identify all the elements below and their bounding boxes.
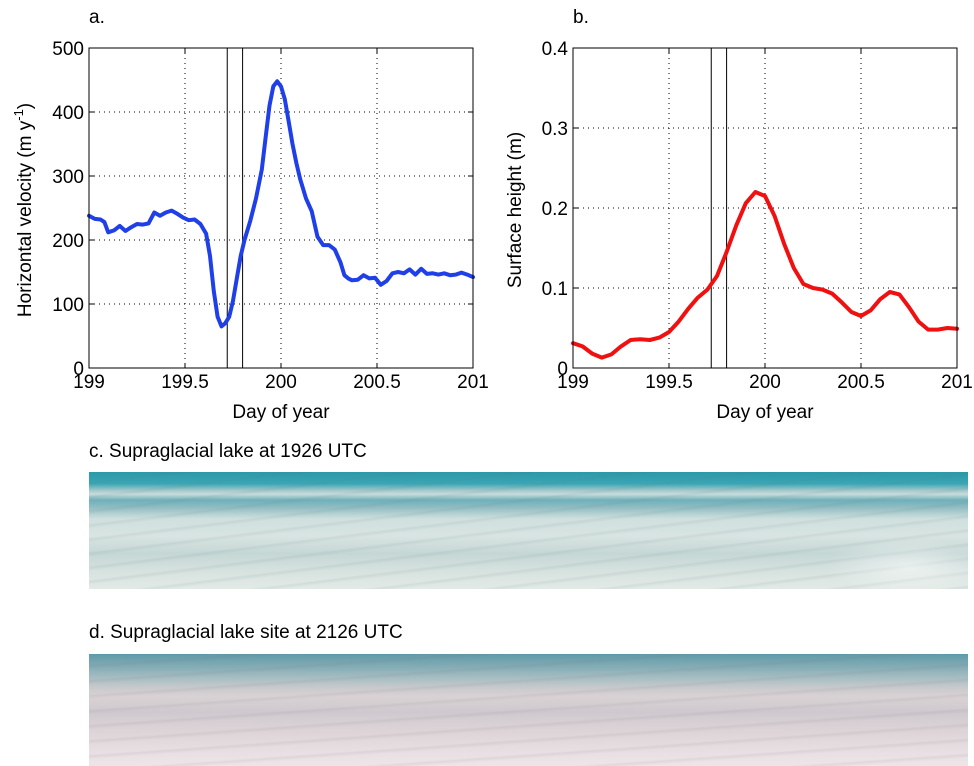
y-tick-label: 0 [73, 359, 84, 380]
panel-a-ylabel: Horizontal velocity (m y-1) [11, 103, 36, 317]
panel-a-ticks: 199 199.5 200 200.5 201 0 100 200 300 400 500 [52, 39, 489, 393]
x-tick-label: 199 [73, 372, 105, 393]
panel-b-chart: b. 199 199.5 200 200.5 201 0 0.1 0.2 0.3 0.4 Day … [505, 7, 973, 423]
series-line [571, 190, 959, 360]
series-line [87, 79, 475, 329]
panel-a-letter: a. [89, 7, 105, 28]
panel-a-ylabel-main: Horizontal velocity (m y [15, 120, 36, 317]
y-tick-label: 500 [52, 39, 84, 60]
panel-a-series [87, 79, 475, 329]
y-tick-label: 100 [52, 295, 84, 316]
panel-d-title: d. Supraglacial lake site at 2126 UTC [89, 622, 403, 643]
y-tick-label: 0 [557, 359, 568, 380]
panel-a-grid [89, 48, 473, 368]
y-tick-label: 0.2 [542, 199, 568, 220]
x-tick-label: 199.5 [161, 372, 209, 393]
y-tick-label: 300 [52, 167, 84, 188]
y-tick-label: 400 [52, 103, 84, 124]
panel-a-xlabel: Day of year [232, 402, 330, 423]
panel-b-xlabel: Day of year [716, 402, 814, 423]
panel-b-event-lines [710, 48, 728, 368]
y-tick-label: 0.3 [542, 119, 568, 140]
panel-b-series [571, 190, 959, 360]
x-tick-label: 200.5 [837, 372, 885, 393]
figure-charts: a. 199 199.5 200 200.5 201 0 100 200 300 400 500 D… [11, 7, 973, 423]
panel-b-grid [573, 48, 957, 368]
x-tick-label: 199.5 [645, 372, 693, 393]
panel-a-event-lines [226, 48, 244, 368]
panel-b-letter: b. [573, 7, 589, 28]
x-tick-label: 200 [265, 372, 297, 393]
x-tick-label: 200.5 [353, 372, 401, 393]
panel-a-chart: a. 199 199.5 200 200.5 201 0 100 200 300 400 500 D… [11, 7, 489, 423]
x-tick-label: 199 [557, 372, 589, 393]
panel-b-ylabel: Surface height (m) [505, 132, 526, 288]
y-tick-label: 0.4 [542, 39, 569, 60]
supraglacial-lake-site-photo [89, 654, 968, 766]
x-tick-label: 201 [941, 372, 973, 393]
panel-b-ticks: 199 199.5 200 200.5 201 0 0.1 0.2 0.3 0.4 [542, 39, 973, 393]
y-tick-label: 0.1 [542, 279, 568, 300]
panel-a-ylabel-superscript: -1 [11, 109, 26, 121]
x-tick-label: 200 [749, 372, 781, 393]
y-tick-label: 200 [52, 231, 84, 252]
x-tick-label: 201 [457, 372, 489, 393]
supraglacial-lake-photo [89, 472, 968, 589]
panel-c-title: c. Supraglacial lake at 1926 UTC [89, 441, 367, 462]
panel-a-ylabel-end: ) [15, 103, 36, 109]
